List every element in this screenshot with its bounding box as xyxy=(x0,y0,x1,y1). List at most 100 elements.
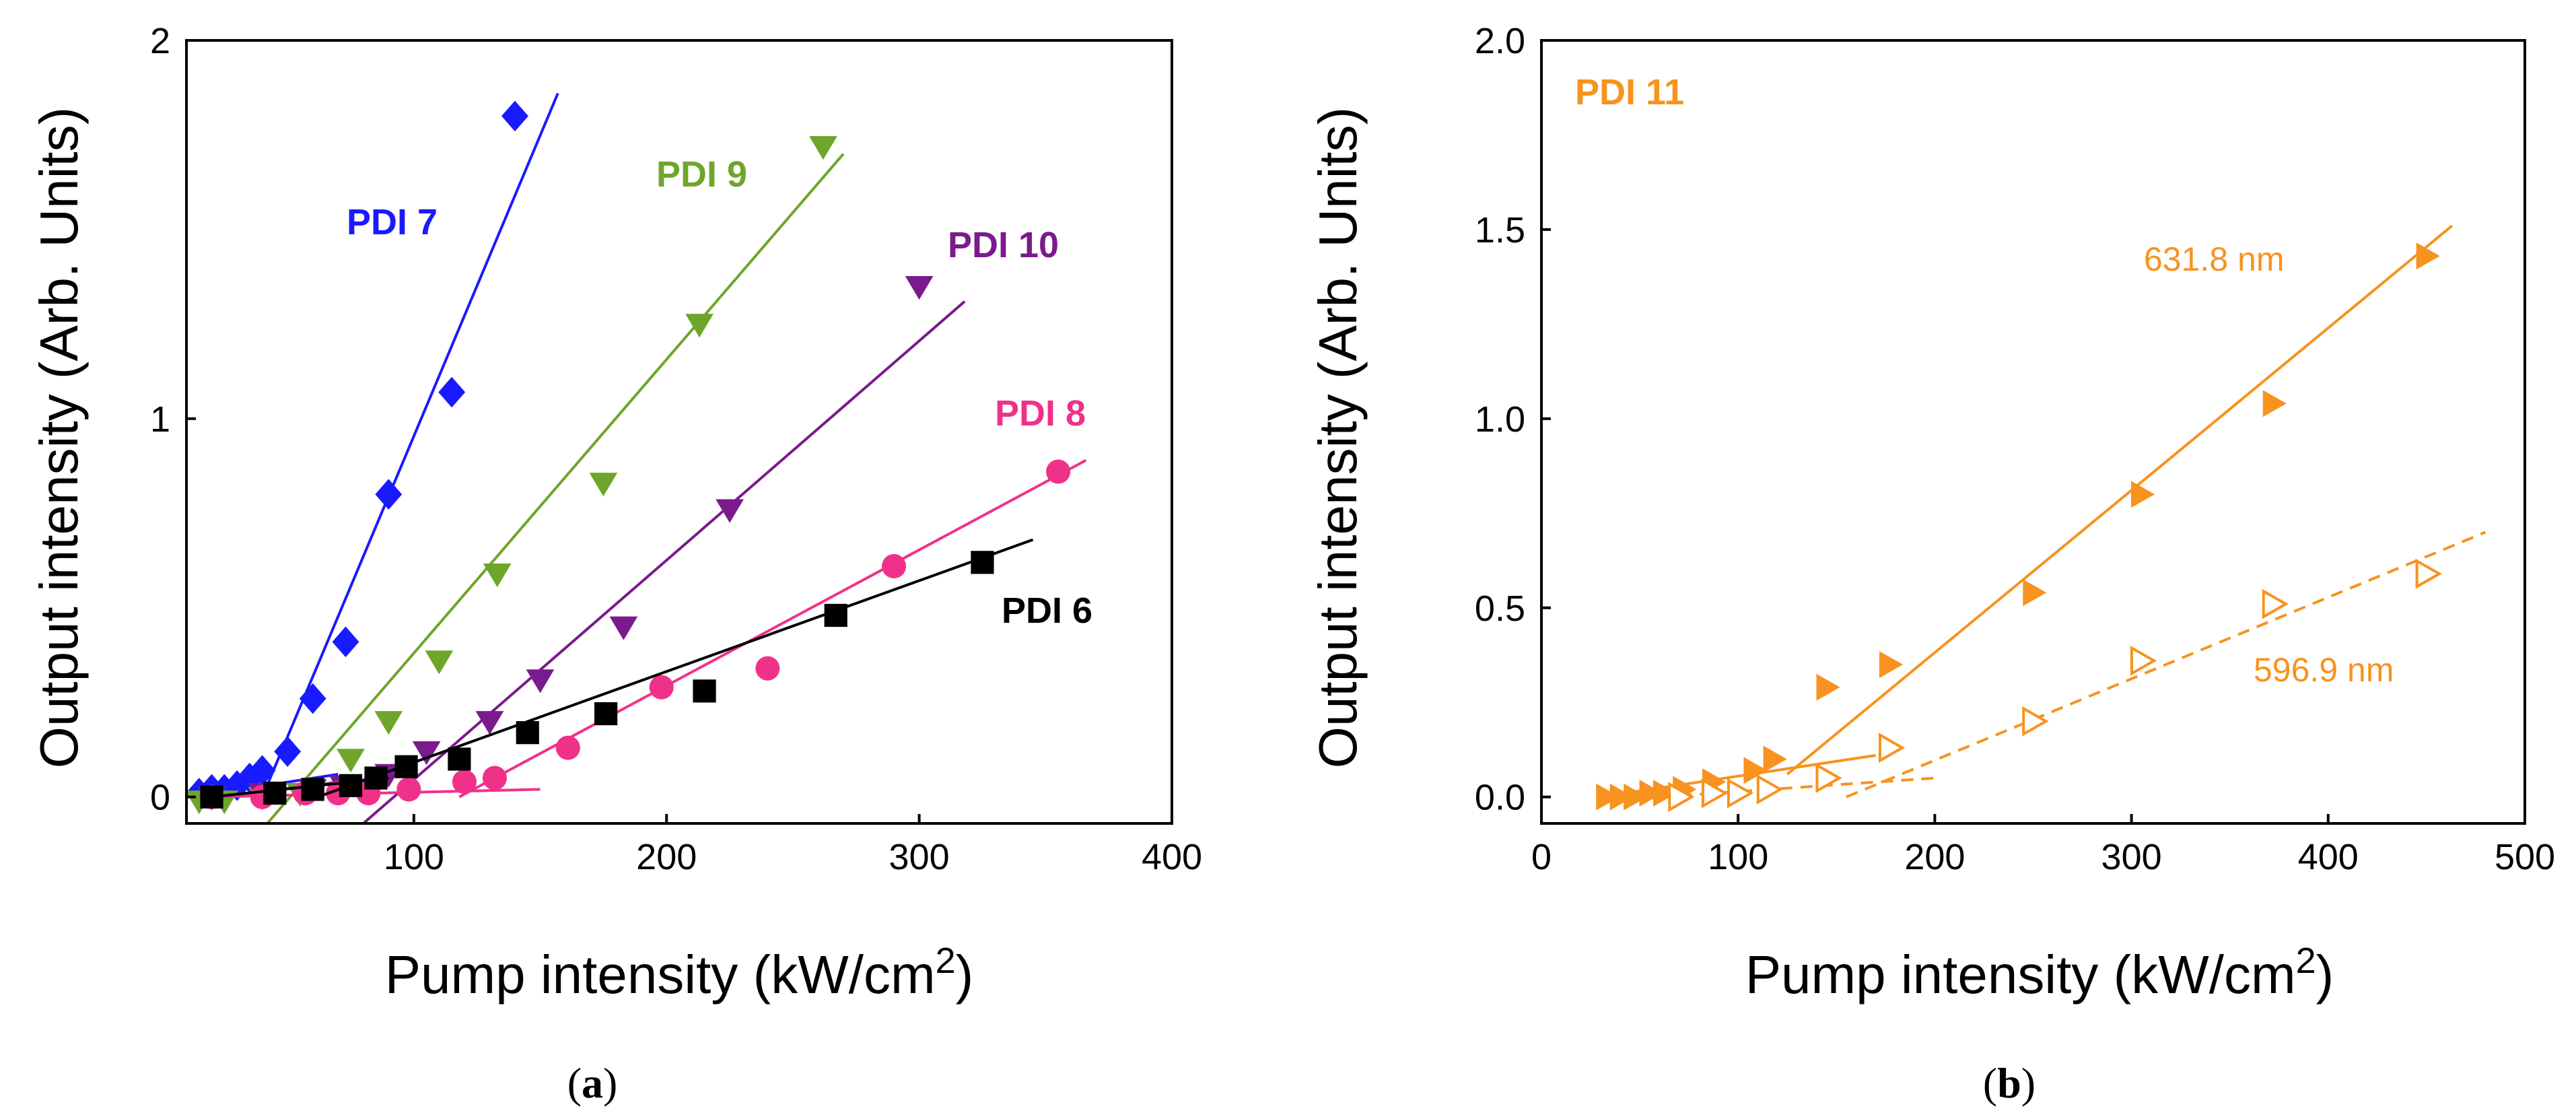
data-point-pdi-7 xyxy=(438,376,466,408)
data-point-pdi-8 xyxy=(452,770,477,794)
data-point-pdi-9 xyxy=(374,711,403,735)
y-tick-label: 1 xyxy=(150,399,170,440)
x-tick-label: 300 xyxy=(889,837,950,877)
panel-label-a: (a) xyxy=(567,1059,618,1107)
series-label-pdi10: PDI 10 xyxy=(948,225,1059,265)
data-point-596-9-nm xyxy=(1878,733,1906,764)
data-point-596-9-nm xyxy=(2022,706,2049,737)
plot-frame-b xyxy=(1540,39,2526,825)
y-tick-label: 1.5 xyxy=(1475,210,1525,250)
x-tick-label: 300 xyxy=(2101,837,2162,877)
data-point-pdi-6 xyxy=(339,774,363,797)
axis-ticks-b: 0 100 200 300 400 500 0.0 0.5 1.0 1.5 2.0 xyxy=(1475,21,2555,877)
series-label-631nm: 631.8 nm xyxy=(2144,240,2284,278)
data-point-pdi-9 xyxy=(425,650,454,675)
data-point-631-8-nm xyxy=(1639,780,1663,807)
data-point-pdi-8 xyxy=(649,675,674,700)
chart-panel-b: 0 100 200 300 400 500 0.0 0.5 1.0 1.5 2.0 Pump int… xyxy=(1308,21,2555,1107)
series-label-596nm: 596.9 nm xyxy=(2254,651,2394,689)
data-point-pdi-10 xyxy=(716,499,744,523)
data-point-631-8-nm xyxy=(1743,757,1768,784)
x-tick-label: 500 xyxy=(2495,837,2555,877)
data-point-pdi-6 xyxy=(516,721,539,745)
data-point-pdi-10 xyxy=(412,741,441,766)
data-point-pdi-9 xyxy=(483,563,512,588)
series-label-pdi9: PDI 9 xyxy=(656,154,747,195)
data-point-pdi-6 xyxy=(594,702,618,726)
data-point-pdi-10 xyxy=(475,711,504,735)
data-point-pdi-10 xyxy=(905,275,934,300)
y-axis-title-b: Output intensity (Arb. Units) xyxy=(1308,107,1368,769)
x-axis-title-a: Pump intensity (kW/cm2) xyxy=(385,941,974,1005)
data-point-pdi-8 xyxy=(482,766,508,790)
y-tick-label: 2.0 xyxy=(1475,21,1525,61)
panel-label-b: (b) xyxy=(1983,1059,2035,1107)
data-point-596-9-nm xyxy=(1668,782,1695,813)
fit-line-pdi-8-1 xyxy=(458,459,1087,799)
data-point-631-8-nm xyxy=(1816,673,1840,701)
y-tick-label: 0.5 xyxy=(1475,588,1525,629)
x-tick-label: 200 xyxy=(636,837,697,877)
data-point-pdi-6 xyxy=(364,766,388,790)
data-point-pdi-6 xyxy=(263,781,287,805)
series-label-pdi6: PDI 6 xyxy=(1002,590,1092,631)
data-point-631-8-nm xyxy=(2416,242,2440,270)
data-point-596-9-nm xyxy=(2130,645,2157,676)
fit-line-631-8-nm-1 xyxy=(1786,224,2453,776)
x-tick-label: 200 xyxy=(1904,837,1965,877)
data-point-pdi-10 xyxy=(526,669,555,693)
data-point-pdi-6 xyxy=(394,755,418,778)
x-tick-label: 0 xyxy=(1531,837,1552,877)
data-point-pdi-8 xyxy=(396,777,421,802)
x-tick-label: 400 xyxy=(1142,837,1202,877)
data-point-pdi-9 xyxy=(809,136,837,160)
data-point-631-8-nm xyxy=(1763,745,1787,773)
data-point-631-8-nm xyxy=(1879,651,1904,678)
data-point-pdi-9 xyxy=(685,314,713,338)
data-point-pdi-6 xyxy=(200,785,223,809)
y-tick-label: 0 xyxy=(150,778,170,818)
data-point-596-9-nm xyxy=(2415,558,2442,589)
x-tick-label: 100 xyxy=(1708,837,1768,877)
data-point-596-9-nm xyxy=(2262,588,2289,619)
data-point-pdi-6 xyxy=(301,778,324,801)
data-point-631-8-nm xyxy=(2131,481,2155,508)
plot-area-b xyxy=(1596,224,2486,813)
data-point-pdi-6 xyxy=(448,747,471,771)
series-label-pdi8: PDI 8 xyxy=(995,393,1086,434)
data-point-631-8-nm xyxy=(1609,783,1634,811)
data-point-pdi-7 xyxy=(332,626,359,658)
data-point-pdi-7 xyxy=(501,100,528,132)
data-point-pdi-6 xyxy=(693,679,716,703)
annotation-pdi11: PDI 11 xyxy=(1575,72,1684,112)
data-layer-b xyxy=(1596,224,2486,813)
axis-ticks-a: 100 200 300 400 0 1 2 xyxy=(150,21,1202,877)
fit-line-pdi-10-1 xyxy=(362,300,966,823)
fit-line-pdi-7-1 xyxy=(260,92,559,798)
x-tick-label: 100 xyxy=(384,837,444,877)
fit-line-pdi-9-1 xyxy=(266,153,845,823)
data-point-631-8-nm xyxy=(2262,390,2287,417)
data-point-pdi-7 xyxy=(274,736,302,768)
y-axis-title-a: Output intensity (Arb. Units) xyxy=(29,107,89,769)
data-point-596-9-nm xyxy=(1701,778,1729,809)
data-point-pdi-9 xyxy=(337,749,365,773)
data-point-596-9-nm xyxy=(1815,763,1842,794)
data-layer-a xyxy=(186,92,1087,823)
x-axis-title-b: Pump intensity (kW/cm2) xyxy=(1745,941,2334,1005)
data-point-631-8-nm xyxy=(1596,783,1620,811)
data-point-pdi-6 xyxy=(824,603,847,628)
data-point-pdi-7 xyxy=(375,479,403,510)
data-point-pdi-8 xyxy=(882,553,907,579)
y-tick-label: 1.0 xyxy=(1475,399,1525,440)
data-point-pdi-7 xyxy=(248,755,276,786)
plot-frame-a xyxy=(185,39,1173,825)
data-point-596-9-nm xyxy=(1756,774,1784,805)
data-point-pdi-6 xyxy=(971,551,994,574)
data-point-631-8-nm xyxy=(2023,579,2047,607)
data-point-pdi-9 xyxy=(589,473,618,497)
data-point-pdi-7 xyxy=(299,683,326,714)
data-point-pdi-8 xyxy=(1046,459,1071,484)
